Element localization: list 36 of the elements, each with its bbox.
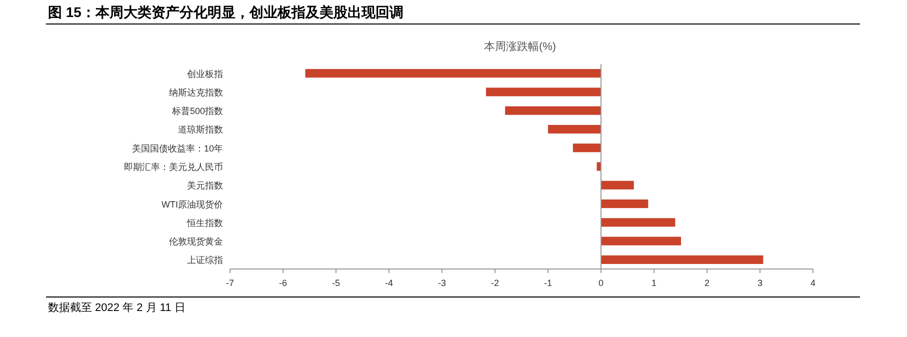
x-tick-label: -6 (278, 278, 288, 288)
x-tick-label: 0 (598, 278, 604, 288)
y-tick-label: 创业板指 (187, 68, 223, 79)
x-tick-label: -1 (544, 278, 552, 288)
bar (601, 199, 648, 208)
text: 数据截至 2022 年 2 月 11 日 (48, 301, 186, 314)
y-tick-label: 纳斯达克指数 (169, 87, 223, 98)
x-tick-label: 4 (810, 278, 816, 288)
bar (486, 88, 601, 96)
y-tick-label: 道琼斯指数 (178, 124, 223, 135)
x-tick-label: -4 (384, 278, 394, 288)
y-tick-label: 上证综指 (187, 255, 223, 266)
y-tick-label: 即期汇率：美元兑人民币 (124, 162, 223, 172)
x-tick-label: -2 (490, 278, 500, 288)
y-tick-label: WTI原油现货价 (162, 199, 223, 210)
bar (572, 144, 601, 152)
x-tick-label: 2 (704, 278, 710, 288)
bar (548, 124, 601, 134)
bar (601, 218, 676, 227)
y-tick-label: 美国国债收益率：10年 (132, 143, 223, 154)
bar (305, 69, 601, 78)
chart-subtitle: 本周涨跌幅(%) (484, 40, 556, 53)
y-tick-label: 恒生指数 (186, 218, 223, 228)
x-tick-label: 3 (757, 278, 763, 288)
y-tick-label: 美元指数 (187, 180, 223, 191)
bar (601, 255, 764, 264)
bar (601, 236, 682, 246)
y-tick-label: 伦敦现货黄金 (169, 236, 223, 247)
bar (505, 106, 601, 115)
x-tick-label: -3 (438, 278, 446, 288)
x-tick-label: 1 (651, 278, 657, 288)
x-tick-label: -5 (332, 278, 340, 288)
bar (601, 180, 634, 190)
x-tick-label: -7 (226, 278, 234, 288)
chart-title: 图 15：本周大类资产分化明显，创业板指及美股出现回调 (48, 4, 404, 20)
y-tick-label: 标普500指数 (170, 106, 223, 116)
